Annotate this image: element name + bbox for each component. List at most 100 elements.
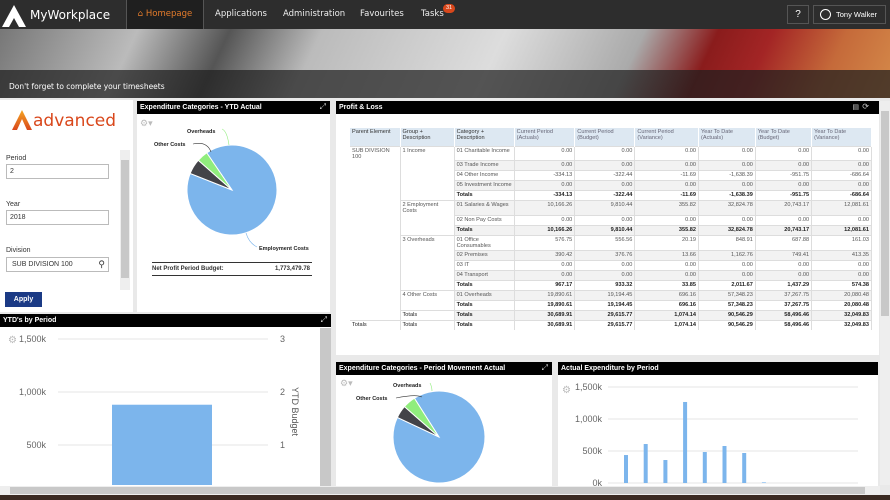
user-menu-button[interactable]: Tony Walker <box>813 5 886 24</box>
division-label: Division <box>6 247 31 254</box>
column-header[interactable]: Year To Date (Variance) <box>811 128 872 146</box>
period-input[interactable]: 2 <box>6 164 109 179</box>
table-row: 05 Investment Income 0.00 0.00 0.00 0.00 0.00… <box>350 180 872 191</box>
y-tick-label: 1,500k <box>19 334 47 344</box>
table-cell: 32,049.83 <box>811 309 872 320</box>
settings-icon[interactable]: ⚙▾ <box>140 118 153 128</box>
division-input[interactable]: SUB DIVISION 100 ⚲ <box>6 257 109 272</box>
column-header[interactable]: Group + Description <box>400 128 455 146</box>
column-header[interactable]: Category + Description <box>454 128 515 146</box>
table-cell: -1,638.39 <box>698 190 756 201</box>
ytd-by-period-panel: YTD's by Period ⤢ 500k 1,000k 1,500k 1 2 3 YTD… <box>0 314 331 486</box>
expand-icon[interactable]: ⤢ <box>319 102 326 111</box>
expand-icon[interactable]: ⤢ <box>320 315 327 324</box>
top-nav: MyWorkplace ⌂ Homepage Applications Admi… <box>0 0 890 29</box>
table-cell: 0.00 <box>755 269 813 280</box>
table-cell: 57,348.23 <box>698 289 756 300</box>
table-cell: 20.19 <box>634 234 699 250</box>
export-icon[interactable]: ▤ <box>852 104 859 111</box>
nav-homepage[interactable]: ⌂ Homepage <box>126 0 204 29</box>
table-cell: 0.00 <box>755 180 813 191</box>
table-cell: 2,011.67 <box>698 279 756 290</box>
period-label: Period <box>6 155 27 162</box>
table-row: Totals Totals Totals 30,689.91 29,615.77 1,07… <box>350 319 872 330</box>
table-cell: 0.00 <box>634 259 699 270</box>
table-cell: Totals <box>454 309 515 320</box>
table-cell: 0.00 <box>755 214 813 225</box>
table-cell: 0.00 <box>574 145 636 161</box>
y-tick-label: 1,500k <box>575 382 603 392</box>
column-header[interactable]: Current Period (Variance) <box>634 128 699 146</box>
table-cell: 355.82 <box>634 200 699 215</box>
table-cell: -334.13 <box>514 170 576 181</box>
help-button[interactable]: ? <box>787 5 809 24</box>
table-cell: 0.00 <box>811 269 872 280</box>
banner: Don't forget to complete your timesheets <box>0 29 890 98</box>
table-cell: 01 Charitable Income <box>454 145 515 161</box>
table-cell: 0.00 <box>698 259 756 270</box>
column-header[interactable]: Current Period (Actuals) <box>514 128 576 146</box>
app-title[interactable]: MyWorkplace <box>30 8 111 22</box>
column-header[interactable]: Year To Date (Budget) <box>755 128 813 146</box>
period-movement-pie-chart: Overheads Other Costs <box>356 382 486 484</box>
table-cell: 32,824.78 <box>698 224 756 235</box>
expand-icon[interactable]: ⤢ <box>541 363 548 372</box>
nav-administration[interactable]: Administration <box>283 9 346 19</box>
table-cell: 04 Transport <box>454 269 515 280</box>
table-cell: 556.56 <box>574 234 636 250</box>
page-scrollbar[interactable] <box>880 101 890 485</box>
refresh-icon[interactable]: ⟳ <box>862 102 869 111</box>
home-icon: ⌂ <box>137 9 146 19</box>
table-cell: 4 Other Costs <box>400 289 455 300</box>
column-header[interactable]: Year To Date (Actuals) <box>698 128 756 146</box>
bar <box>761 482 766 483</box>
table-cell <box>350 260 401 270</box>
table-cell <box>350 300 401 310</box>
table-cell: 0.00 <box>698 214 756 225</box>
column-header[interactable]: Current Period (Budget) <box>574 128 636 146</box>
table-cell: 32,824.78 <box>698 200 756 215</box>
nav-favourites[interactable]: Favourites <box>360 9 404 19</box>
nav-tasks[interactable]: Tasks <box>421 9 444 19</box>
table-cell: Totals <box>454 319 515 330</box>
table-cell: -951.75 <box>755 190 813 201</box>
table-cell: 0.00 <box>514 214 576 225</box>
table-cell: 01 Office Consumables <box>454 234 515 250</box>
filters-scrollbar[interactable] <box>120 150 130 290</box>
year-input[interactable]: 2018 <box>6 210 109 225</box>
table-cell: -686.64 <box>811 190 872 201</box>
table-cell: 0.00 <box>574 180 636 191</box>
nav-applications[interactable]: Applications <box>215 9 267 19</box>
table-cell: 0.00 <box>634 214 699 225</box>
search-icon[interactable]: ⚲ <box>98 259 105 269</box>
bar <box>643 444 648 483</box>
table-cell <box>400 300 455 310</box>
table-row: Totals 967.17 933.32 33.85 2,011.67 1,437.29 5… <box>350 279 872 290</box>
table-cell: 0.00 <box>574 214 636 225</box>
apply-button[interactable]: Apply <box>5 292 42 307</box>
table-cell: 02 Non Pay Costs <box>454 214 515 225</box>
leader-line <box>429 382 433 392</box>
horizontal-scrollbar[interactable] <box>0 486 880 495</box>
table-cell: -322.44 <box>574 190 636 201</box>
table-cell: 30,689.91 <box>514 319 576 330</box>
table-cell: 20,080.48 <box>811 299 872 310</box>
table-cell: 12,081.61 <box>811 200 872 215</box>
chart-scrollbar[interactable] <box>320 328 331 486</box>
table-cell: 0.00 <box>811 259 872 270</box>
table-cell: 848.91 <box>698 234 756 250</box>
user-icon <box>820 9 831 20</box>
help-icon: ? <box>795 9 801 20</box>
profit-loss-table: Parent Element Group + Description Categor… <box>350 128 872 330</box>
table-cell <box>400 270 455 280</box>
table-cell <box>400 280 455 290</box>
table-cell: 376.76 <box>574 249 636 260</box>
settings-icon[interactable]: ⚙▾ <box>340 378 353 388</box>
period-movement-pie-panel: Expenditure Categories - Period Movement… <box>336 362 552 486</box>
settings-icon: ⚙ <box>8 335 17 346</box>
table-cell: 19,194.45 <box>574 289 636 300</box>
column-header[interactable]: Parent Element <box>350 128 401 146</box>
ytd-pie-panel: Expenditure Categories - YTD Actual ⤢ ⚙▾… <box>137 101 330 312</box>
table-cell: 687.88 <box>755 234 813 250</box>
table-cell: 0.00 <box>574 160 636 171</box>
